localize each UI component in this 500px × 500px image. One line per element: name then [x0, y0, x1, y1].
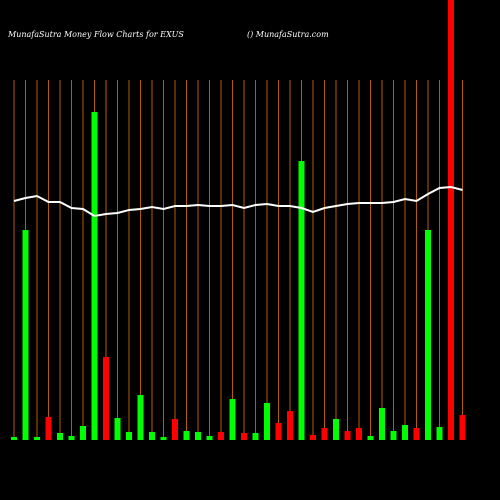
- bar: [183, 431, 190, 440]
- bar: [379, 408, 385, 440]
- bar: [22, 230, 29, 440]
- bar: [218, 432, 224, 440]
- bar: [367, 436, 374, 440]
- bar: [149, 432, 155, 440]
- bar: [333, 419, 339, 440]
- bar: [80, 426, 86, 440]
- bar: [160, 437, 167, 440]
- bar: [126, 432, 132, 440]
- bar: [114, 418, 121, 440]
- bar: [91, 112, 98, 440]
- bar: [195, 432, 201, 440]
- bar: [57, 433, 63, 440]
- bar: [68, 436, 75, 440]
- bar: [459, 415, 466, 440]
- bar: [103, 357, 109, 440]
- bar: [45, 417, 52, 440]
- bar: [264, 403, 270, 440]
- bar: [275, 423, 282, 440]
- bar: [34, 437, 40, 440]
- bar: [321, 428, 328, 440]
- bar: [11, 437, 17, 440]
- bar: [436, 427, 443, 440]
- bar: [344, 431, 351, 440]
- bar: [252, 433, 259, 440]
- bar: [402, 425, 408, 440]
- bar: [287, 411, 293, 440]
- money-flow-line: [13, 185, 463, 218]
- chart-subtitle: () MunafaSutra.com: [247, 30, 329, 39]
- bar: [229, 399, 236, 440]
- bar: [425, 230, 431, 440]
- bar: [241, 433, 247, 440]
- bar: [413, 428, 420, 440]
- bar: [137, 395, 144, 440]
- bar: [310, 435, 316, 440]
- chart-title: MunafaSutra Money Flow Charts for EXUS: [7, 30, 184, 39]
- bar: [448, 0, 454, 440]
- bar: [298, 161, 305, 440]
- bar: [356, 428, 362, 440]
- bar: [172, 419, 178, 440]
- bar: [390, 431, 397, 440]
- bar: [206, 436, 213, 440]
